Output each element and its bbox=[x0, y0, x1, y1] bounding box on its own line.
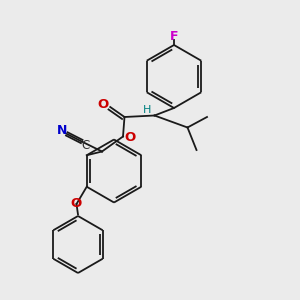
Text: O: O bbox=[97, 98, 109, 112]
Text: N: N bbox=[57, 124, 68, 137]
Text: H: H bbox=[143, 105, 151, 115]
Text: F: F bbox=[170, 29, 178, 43]
Text: O: O bbox=[124, 130, 135, 144]
Text: O: O bbox=[70, 196, 82, 210]
Text: C: C bbox=[81, 139, 90, 152]
